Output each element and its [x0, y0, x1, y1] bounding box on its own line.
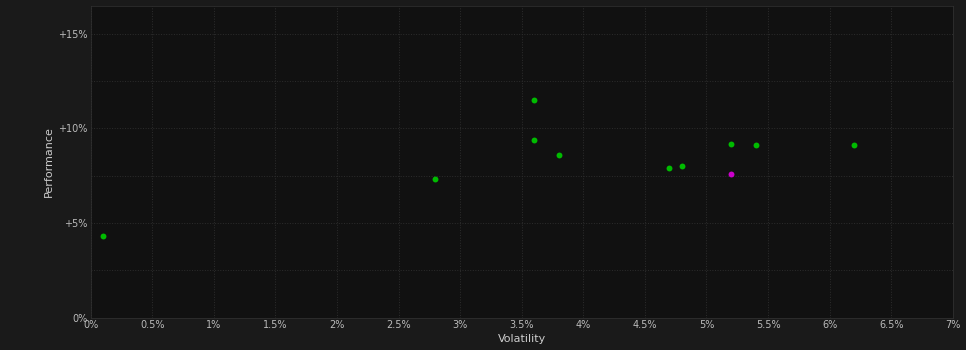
Point [428, 177, 443, 182]
Point [846, 143, 862, 148]
Point [526, 97, 542, 103]
Point [526, 137, 542, 142]
Point [662, 165, 677, 171]
Point [96, 233, 111, 239]
Y-axis label: Performance: Performance [44, 126, 54, 197]
Point [674, 163, 690, 169]
X-axis label: Volatility: Volatility [497, 335, 546, 344]
Point [724, 141, 739, 146]
Point [551, 152, 566, 158]
Point [748, 143, 763, 148]
Point [724, 171, 739, 177]
